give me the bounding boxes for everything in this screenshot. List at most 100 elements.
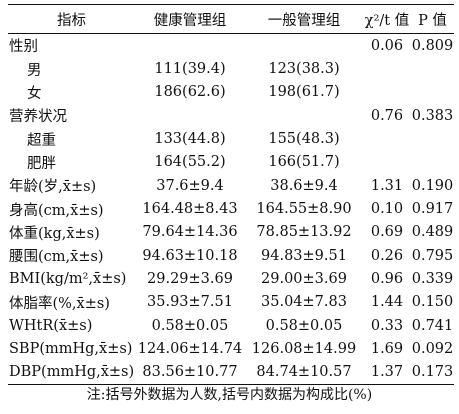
general-group-value: 164.55±8.90 [256, 201, 352, 218]
health-group-value: 186(62.6) [154, 84, 226, 101]
row-label: 体脂率(%,x̄±s) [9, 295, 110, 312]
p-value [411, 127, 454, 150]
p-value: 0.173 [411, 360, 454, 386]
stat-value: 1.69 [370, 341, 404, 358]
table-row: 肥胖 164(55.2) 166(51.7) [8, 151, 454, 174]
p-value: 0.795 [411, 247, 454, 264]
stat-value: 0.69 [370, 224, 404, 241]
general-group-value: 0.58±0.05 [265, 317, 343, 334]
health-group-value: 79.64±14.36 [142, 224, 238, 241]
table-header: 指标 健康管理组 一般管理组 χ²/t 值 P 值 [8, 4, 454, 34]
stat-value: 0.33 [370, 317, 404, 334]
stat-value: 0.76 [370, 107, 404, 124]
stat-value: 1.31 [370, 177, 404, 194]
general-group-value [245, 104, 363, 127]
table-row: 身高(cm,x̄±s) 164.48±8.43 164.55±8.90 0.10 0.9… [8, 197, 454, 220]
p-value [411, 151, 454, 174]
table-body: 性别 0.06 0.809 男 111(39.4) 123(38.3) 女 186(62.6)… [8, 34, 454, 386]
health-group-value: 29.29±3.69 [147, 271, 233, 288]
p-value: 0.190 [411, 177, 454, 194]
p-value: 0.917 [411, 201, 454, 218]
stat-value [363, 57, 411, 80]
header-p: P 值 [411, 4, 454, 34]
row-label: SBP(mmHg,x̄±s) [9, 341, 133, 358]
general-group-value: 126.08±14.99 [251, 341, 357, 358]
row-label: BMI(kg/m²,x̄±s) [9, 271, 127, 288]
header-stat: χ²/t 值 [363, 4, 411, 34]
p-value: 0.150 [411, 294, 454, 311]
health-group-value: 164.48±8.43 [142, 201, 238, 218]
stat-value: 1.37 [363, 360, 411, 386]
p-value: 0.741 [411, 317, 454, 334]
health-group-value: 37.6±9.4 [156, 177, 224, 194]
table-row: 年龄(岁,x̄±s) 37.6±9.4 38.6±9.4 1.31 0.190 [8, 174, 454, 197]
row-label: 身高(cm,x̄±s) [9, 202, 104, 219]
row-label: 营养状况 [9, 109, 67, 126]
general-group-value: 94.83±9.51 [261, 247, 347, 264]
stat-value: 0.06 [370, 37, 404, 54]
general-group-value: 198(61.7) [268, 84, 340, 101]
row-label: 性别 [9, 39, 38, 56]
row-label: 男 [27, 62, 42, 79]
table-row: 营养状况 0.76 0.383 [8, 104, 454, 127]
row-label: 超重 [27, 132, 56, 149]
health-group-value: 111(39.4) [154, 61, 226, 78]
data-table: 指标 健康管理组 一般管理组 χ²/t 值 P 值 性别 0.06 0.809 男 11… [8, 4, 454, 386]
health-group-value: 133(44.8) [154, 131, 226, 148]
p-value: 0.809 [411, 37, 454, 54]
row-label: WHtR(x̄±s) [9, 317, 93, 334]
health-group-value: 94.63±10.18 [142, 247, 238, 264]
header-health-group: 健康管理组 [135, 4, 245, 34]
p-value: 0.339 [411, 271, 454, 288]
stat-value [363, 127, 411, 150]
stat-value: 1.44 [370, 294, 404, 311]
row-label: 女 [27, 85, 42, 102]
row-label: 肥胖 [27, 155, 56, 172]
table-row: 体重(kg,x̄±s) 79.64±14.36 78.85±13.92 0.69 0.4… [8, 221, 454, 244]
table-row: BMI(kg/m²,x̄±s) 29.29±3.69 29.00±3.69 0.96 0… [8, 267, 454, 290]
row-label: DBP(mmHg,x̄±s) [8, 360, 135, 386]
health-group-value: 35.93±7.51 [147, 294, 233, 311]
stat-value: 0.26 [370, 247, 404, 264]
table-row: 性别 0.06 0.809 [8, 34, 454, 58]
row-label: 年龄(岁,x̄±s) [9, 179, 97, 196]
health-group-value: 83.56±10.77 [135, 360, 245, 386]
health-group-value [135, 104, 245, 127]
stat-value: 0.96 [370, 271, 404, 288]
table-row: 男 111(39.4) 123(38.3) [8, 57, 454, 80]
health-group-value [135, 34, 245, 58]
table-note: 注:括号外数据为人数,括号内数据为构成比(%) [86, 387, 373, 403]
p-value [411, 57, 454, 80]
table-row: WHtR(x̄±s) 0.58±0.05 0.58±0.05 0.33 0.741 [8, 314, 454, 337]
table-row: 超重 133(44.8) 155(48.3) [8, 127, 454, 150]
general-group-value: 123(38.3) [268, 61, 340, 78]
table-row: DBP(mmHg,x̄±s) 83.56±10.77 84.74±10.57 1.37… [8, 360, 454, 386]
general-group-value: 38.6±9.4 [270, 177, 338, 194]
general-group-value: 166(51.7) [268, 154, 340, 171]
p-value: 0.489 [411, 224, 454, 241]
general-group-value: 35.04±7.83 [261, 294, 347, 311]
p-value: 0.383 [411, 107, 454, 124]
stat-value [363, 81, 411, 104]
stat-value [363, 151, 411, 174]
general-group-value: 155(48.3) [268, 131, 340, 148]
header-general-group: 一般管理组 [245, 4, 363, 34]
row-label: 体重(kg,x̄±s) [9, 225, 100, 242]
row-label: 腰围(cm,x̄±s) [9, 249, 104, 266]
general-group-value: 29.00±3.69 [261, 271, 347, 288]
stat-value: 0.10 [370, 201, 404, 218]
header-indicator: 指标 [8, 4, 135, 34]
general-group-value: 84.74±10.57 [245, 360, 363, 386]
table-row: SBP(mmHg,x̄±s) 124.06±14.74 126.08±14.99 1.… [8, 337, 454, 360]
health-group-value: 164(55.2) [154, 154, 226, 171]
p-value: 0.092 [411, 341, 454, 358]
health-group-value: 0.58±0.05 [151, 317, 229, 334]
table-row: 女 186(62.6) 198(61.7) [8, 81, 454, 104]
general-group-value: 78.85±13.92 [256, 224, 352, 241]
health-group-value: 124.06±14.74 [137, 341, 243, 358]
table-row: 体脂率(%,x̄±s) 35.93±7.51 35.04±7.83 1.44 0.150 [8, 291, 454, 314]
p-value [411, 81, 454, 104]
table-row: 腰围(cm,x̄±s) 94.63±10.18 94.83±9.51 0.26 0.79… [8, 244, 454, 267]
general-group-value [245, 34, 363, 58]
